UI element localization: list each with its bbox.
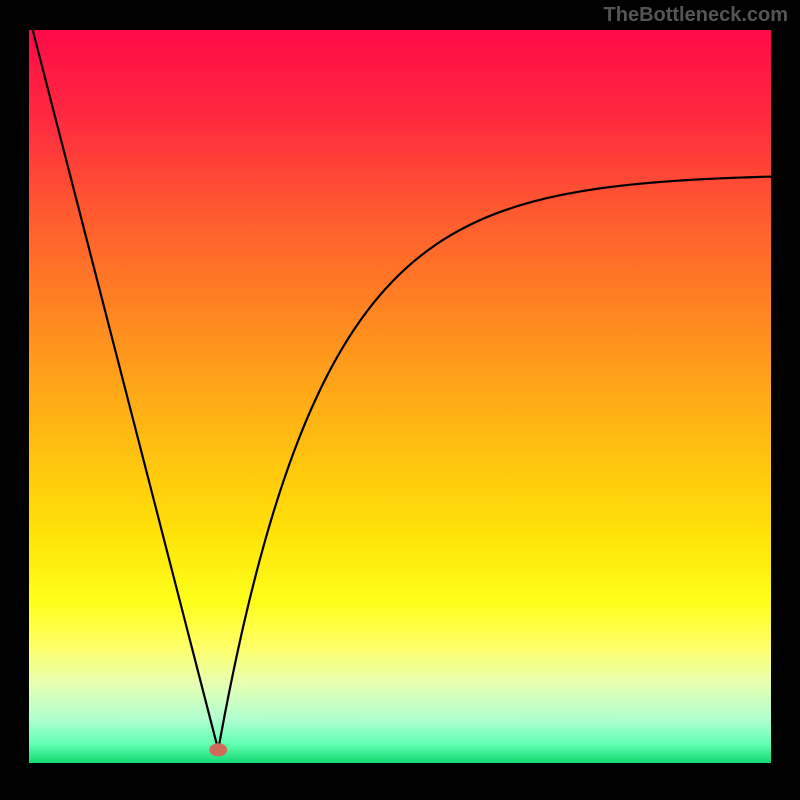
watermark-text: TheBottleneck.com <box>604 4 788 27</box>
chart-svg <box>29 30 771 763</box>
plot-area <box>29 30 771 763</box>
chart-frame: TheBottleneck.com <box>0 0 800 800</box>
gradient-background <box>29 30 771 763</box>
vertex-marker <box>209 743 227 756</box>
